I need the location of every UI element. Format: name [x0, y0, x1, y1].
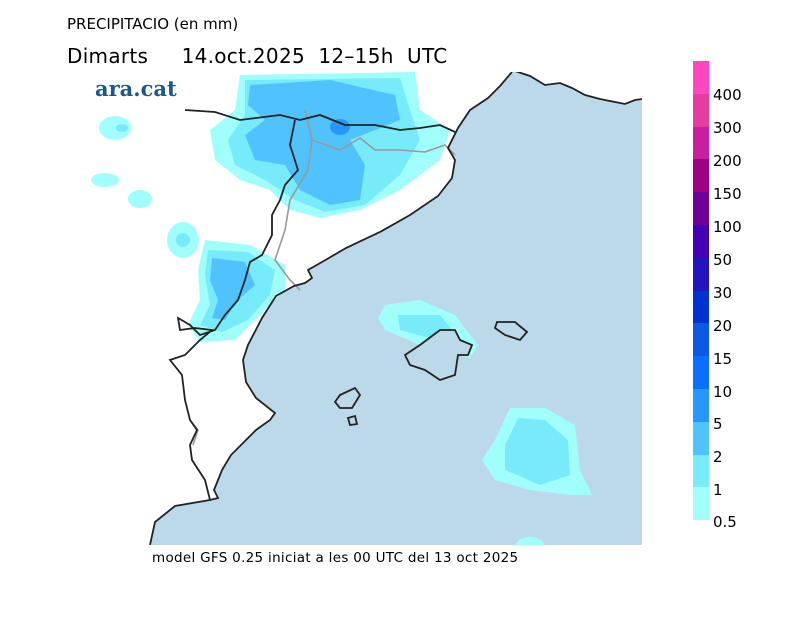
model-info: model GFS 0.25 iniciat a les 00 UTC del … [152, 550, 519, 566]
menorca [493, 321, 529, 342]
legend-swatch [693, 388, 709, 422]
legend-swatch [693, 126, 709, 160]
legend-swatch [693, 257, 709, 291]
legend-label: 200 [713, 152, 742, 170]
legend-swatch [693, 454, 709, 488]
legend-label: 50 [713, 251, 733, 269]
legend-label: 2 [713, 448, 723, 466]
legend-label: 20 [713, 317, 733, 335]
legend-swatch [693, 61, 709, 94]
legend-label: 30 [713, 284, 733, 302]
legend-label: 100 [713, 218, 742, 236]
precipitation-areas [91, 72, 592, 545]
formentera [346, 414, 359, 427]
legend-swatch [693, 323, 709, 357]
legend-label: 5 [713, 415, 723, 433]
legend-label: 0.5 [713, 513, 737, 531]
legend-swatch [693, 192, 709, 225]
legend-label: 150 [713, 185, 742, 203]
legend-swatch [693, 224, 709, 258]
legend-label: 1 [713, 481, 723, 499]
legend-label: 15 [713, 350, 733, 368]
ara-cat-logo: ara.cat [95, 76, 177, 101]
coastlines-and-regional-borders [149, 72, 642, 545]
legend-swatch [693, 421, 709, 455]
map-subtitle: Dimarts 14.oct.2025 12–15h UTC [67, 44, 448, 68]
map-title: PRECIPITACIO (en mm) [67, 15, 239, 33]
legend-swatch [693, 159, 709, 193]
legend-swatch [693, 487, 709, 521]
legend-label: 300 [713, 119, 742, 137]
legend-label: 400 [713, 86, 742, 104]
legend-swatch [693, 290, 709, 324]
legend-label: 10 [713, 383, 733, 401]
mallorca [403, 329, 474, 381]
legend-swatch [693, 356, 709, 389]
precipitation-legend [693, 61, 709, 521]
legend-swatch [693, 93, 709, 127]
ibiza [333, 386, 362, 409]
